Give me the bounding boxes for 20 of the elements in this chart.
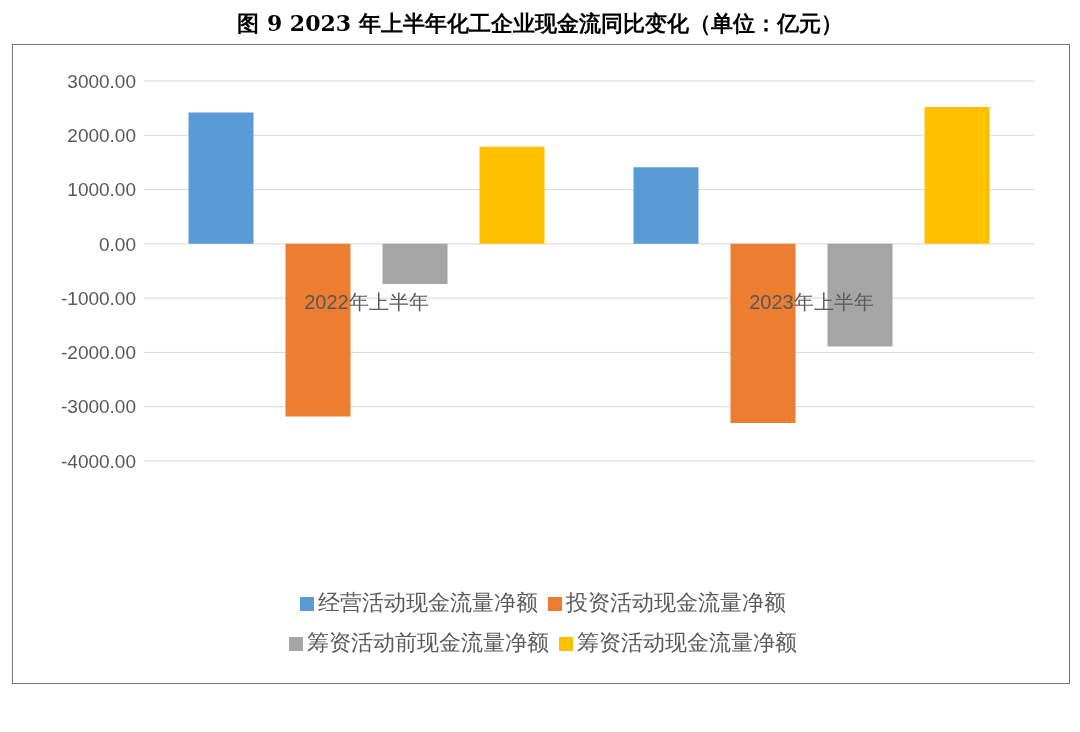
y-tick-label: -3000.00 <box>60 396 136 418</box>
y-tick-label: 2000.00 <box>67 125 136 147</box>
y-tick-label: 3000.00 <box>67 70 136 92</box>
bar <box>479 146 545 244</box>
bar <box>285 243 351 417</box>
y-tick-label: -4000.00 <box>60 450 136 472</box>
chart-title: 图 9 2023 年上半年化工企业现金流同比变化（单位：亿元） <box>236 9 844 38</box>
bar <box>730 243 796 423</box>
legend-label: 经营活动现金流量净额 <box>318 590 538 615</box>
bar <box>382 243 448 285</box>
y-tick-label: -2000.00 <box>60 342 136 364</box>
legend-label: 投资活动现金流量净额 <box>566 590 786 615</box>
y-tick-label: 0.00 <box>99 233 136 255</box>
bar <box>633 167 699 244</box>
bar <box>924 107 990 244</box>
y-tick-label: 1000.00 <box>67 179 136 201</box>
y-tick-label: -1000.00 <box>60 287 136 309</box>
legend-label: 筹资活动现金流量净额 <box>577 630 797 655</box>
legend-label: 筹资活动前现金流量净额 <box>307 630 549 655</box>
bar <box>188 112 254 244</box>
